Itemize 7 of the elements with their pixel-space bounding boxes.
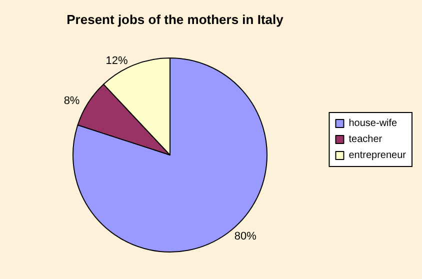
data-label: 80%	[234, 230, 257, 243]
chart-title: Present jobs of the mothers in Italy	[66, 12, 284, 27]
legend-label: entrepreneur	[348, 150, 407, 161]
data-label: 12%	[106, 55, 128, 68]
legend-label: teacher	[348, 134, 383, 145]
data-label: 8%	[64, 94, 80, 107]
legend-label: house-wife	[348, 118, 398, 129]
